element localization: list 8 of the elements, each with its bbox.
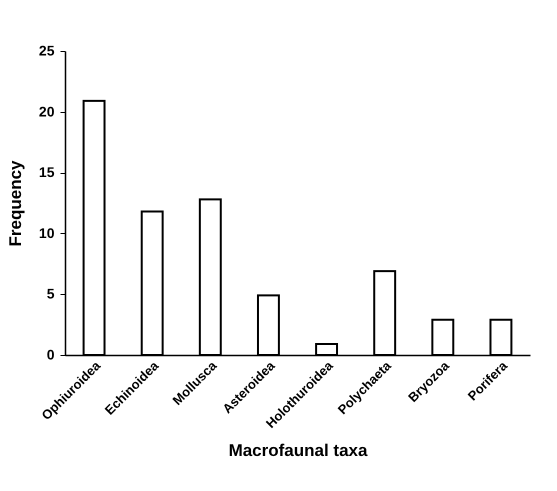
y-axis-title: Frequency xyxy=(6,160,25,246)
y-tick-label: 0 xyxy=(46,346,55,362)
y-tick-label: 10 xyxy=(38,224,55,241)
y-tick-label: 5 xyxy=(46,286,55,302)
y-tick-label: 15 xyxy=(38,164,55,180)
x-axis-title: Macrofaunal taxa xyxy=(228,440,368,460)
y-tick-label: 25 xyxy=(38,42,55,58)
y-tick-label: 20 xyxy=(38,103,55,120)
